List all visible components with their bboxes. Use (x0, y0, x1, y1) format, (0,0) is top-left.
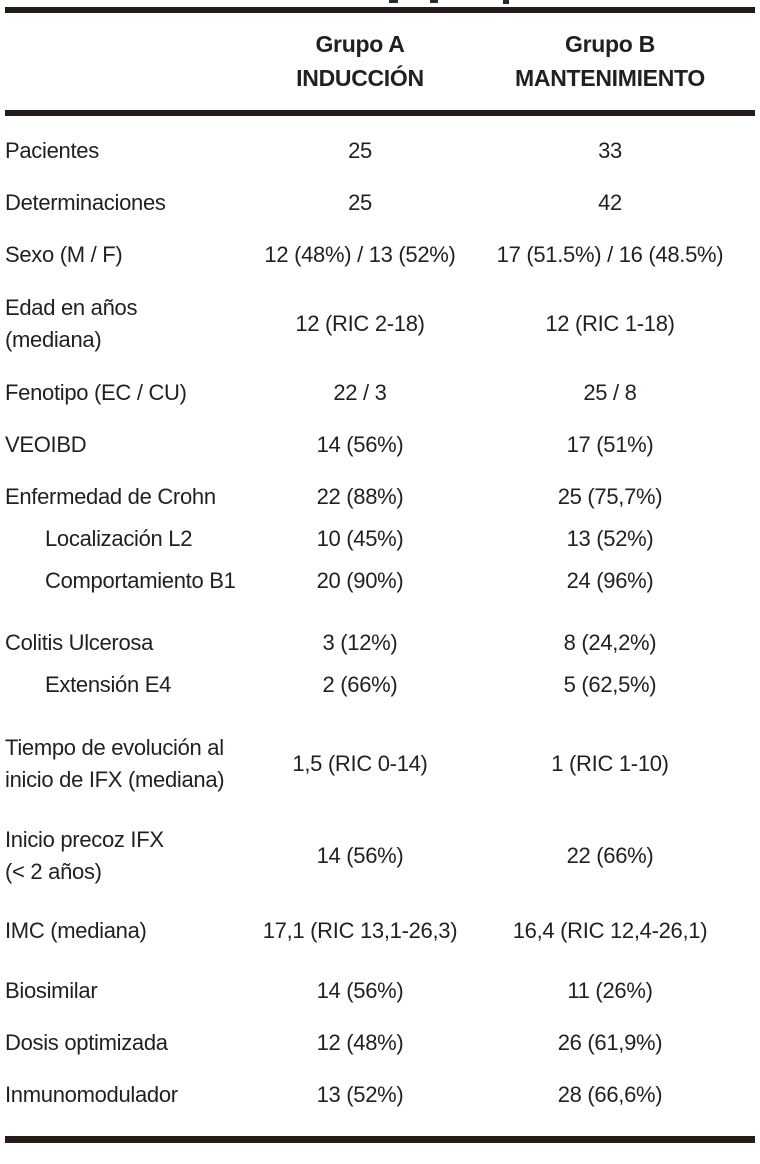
value-grupo-a: 20 (90%) (316, 568, 404, 593)
value-grupo-a: 2 (66%) (322, 672, 398, 697)
table-row-localizacion-l2: Localización L2 10 (45%) 13 (52%) (5, 524, 755, 554)
value-grupo-b: 17 (51%) (566, 432, 654, 457)
clipped-caption-remnant (430, 0, 438, 3)
value-grupo-a: 14 (56%) (316, 978, 404, 1003)
row-label: IMC (mediana) (5, 918, 147, 943)
value-grupo-b: 42 (598, 190, 622, 215)
value-grupo-a: 25 (348, 190, 372, 215)
value-grupo-a: 12 (48%) / 13 (52%) (264, 242, 456, 267)
clipped-caption-remnant (503, 0, 509, 4)
row-label: Localización L2 (45, 526, 193, 551)
table-row-tiempo-evolucion: Tiempo de evolución al inicio de IFX (med… (5, 732, 755, 796)
value-grupo-b: 24 (96%) (566, 568, 654, 593)
value-grupo-b: 17 (51.5%) / 16 (48.5%) (496, 242, 724, 267)
value-grupo-b: 26 (61,9%) (557, 1030, 663, 1055)
row-label: Determinaciones (5, 190, 166, 215)
value-grupo-a: 13 (52%) (316, 1082, 404, 1107)
value-grupo-a: 12 (RIC 2-18) (295, 311, 425, 336)
row-label: Pacientes (5, 138, 99, 163)
clipped-caption-remnant (389, 0, 398, 3)
value-grupo-b: 12 (RIC 1-18) (545, 311, 675, 336)
table-row-sexo: Sexo (M / F) 12 (48%) / 13 (52%) 17 (51.… (5, 240, 755, 270)
value-grupo-a: 14 (56%) (316, 432, 404, 457)
table-body: Pacientes 25 33 Determinaciones 25 42 Se… (5, 116, 755, 1136)
table-header-row: Grupo A INDUCCIÓN Grupo B MANTENIMIENTO (5, 13, 755, 110)
value-grupo-b: 8 (24,2%) (563, 630, 657, 655)
value-grupo-b: 11 (26%) (567, 978, 653, 1003)
table-row-inicio-precoz: Inicio precoz IFX (< 2 años) 14 (56%) 22 … (5, 824, 755, 888)
column-header-grupo-a: Grupo A INDUCCIÓN (255, 27, 465, 95)
value-grupo-b: 16,4 (RIC 12,4-26,1) (512, 918, 708, 943)
value-grupo-a: 10 (45%) (316, 526, 404, 551)
table-row-extension-e4: Extensión E4 2 (66%) 5 (62,5%) (5, 670, 755, 700)
row-label: Tiempo de evolución al inicio de IFX (med… (5, 735, 225, 792)
row-label: VEOIBD (5, 432, 87, 457)
table-top-rule (5, 7, 755, 13)
value-grupo-a: 17,1 (RIC 13,1-26,3) (262, 918, 458, 943)
row-label: Sexo (M / F) (5, 242, 123, 267)
value-grupo-b: 13 (52%) (566, 526, 654, 551)
column-header-grupo-b-name: Grupo B (565, 31, 655, 57)
column-header-grupo-b-subtitle: MANTENIMIENTO (515, 65, 705, 91)
value-grupo-b: 33 (598, 138, 622, 163)
table-row-colitis-ulcerosa: Colitis Ulcerosa 3 (12%) 8 (24,2%) (5, 628, 755, 658)
table-row-pacientes: Pacientes 25 33 (5, 136, 755, 166)
column-header-grupo-b: Grupo B MANTENIMIENTO (465, 27, 755, 95)
table-row-comportamiento-b1: Comportamiento B1 20 (90%) 24 (96%) (5, 566, 755, 596)
row-label: Dosis optimizada (5, 1030, 168, 1055)
row-label: Enfermedad de Crohn (5, 484, 216, 509)
column-header-grupo-a-name: Grupo A (315, 31, 405, 57)
table-row-edad: Edad en años (mediana) 12 (RIC 2-18) 12 (… (5, 292, 755, 356)
table-row-dosis-optimizada: Dosis optimizada 12 (48%) 26 (61,9%) (5, 1028, 755, 1058)
value-grupo-a: 22 / 3 (333, 380, 387, 405)
value-grupo-a: 3 (12%) (322, 630, 398, 655)
value-grupo-b: 28 (66,6%) (557, 1082, 663, 1107)
table-row-imc: IMC (mediana) 17,1 (RIC 13,1-26,3) 16,4 … (5, 916, 755, 946)
value-grupo-b: 5 (62,5%) (563, 672, 657, 697)
row-label: Extensión E4 (45, 672, 172, 697)
row-label: Colitis Ulcerosa (5, 630, 154, 655)
value-grupo-b: 25 / 8 (583, 380, 637, 405)
table-row-fenotipo: Fenotipo (EC / CU) 22 / 3 25 / 8 (5, 378, 755, 408)
table-bottom-rule (5, 1136, 755, 1143)
value-grupo-a: 14 (56%) (316, 843, 404, 868)
value-grupo-a: 1,5 (RIC 0-14) (292, 751, 428, 776)
table-row-determinaciones: Determinaciones 25 42 (5, 188, 755, 218)
row-label: Edad en años (mediana) (5, 295, 138, 352)
row-label: Inicio precoz IFX (< 2 años) (5, 827, 164, 884)
column-header-grupo-a-subtitle: INDUCCIÓN (296, 65, 424, 91)
table-header-rule (5, 110, 755, 116)
value-grupo-b: 1 (RIC 1-10) (551, 751, 669, 776)
row-label: Inmunomodulador (5, 1082, 178, 1107)
row-label: Biosimilar (5, 978, 98, 1003)
row-label: Comportamiento B1 (45, 568, 236, 593)
table-row-inmunomodulador: Inmunomodulador 13 (52%) 28 (66,6%) (5, 1080, 755, 1110)
value-grupo-a: 22 (88%) (316, 484, 404, 509)
value-grupo-b: 25 (75,7%) (557, 484, 663, 509)
table-row-biosimilar: Biosimilar 14 (56%) 11 (26%) (5, 976, 755, 1006)
value-grupo-a: 12 (48%) (316, 1030, 404, 1055)
table-row-veoibd: VEOIBD 14 (56%) 17 (51%) (5, 430, 755, 460)
value-grupo-b: 22 (66%) (566, 843, 654, 868)
value-grupo-a: 25 (348, 138, 372, 163)
table-row-enfermedad-crohn: Enfermedad de Crohn 22 (88%) 25 (75,7%) (5, 482, 755, 512)
row-label: Fenotipo (EC / CU) (5, 380, 187, 405)
